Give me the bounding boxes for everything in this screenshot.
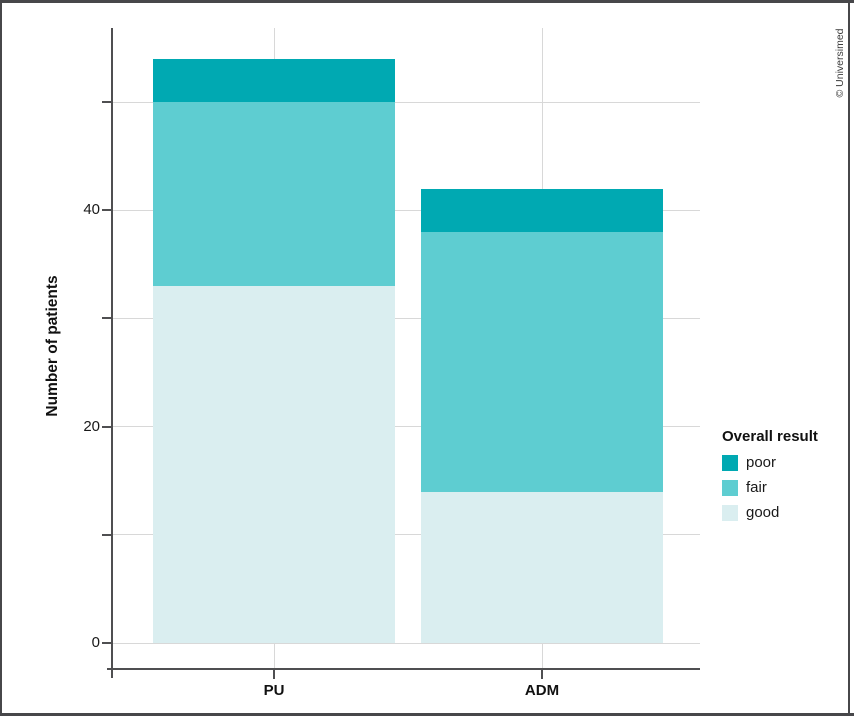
x-category-label: PU — [263, 682, 285, 699]
x-axis-tick — [541, 670, 543, 679]
gridline-horizontal — [113, 101, 700, 103]
frame-border-left — [0, 0, 2, 716]
y-axis-line — [111, 28, 113, 678]
y-axis-tick — [102, 533, 111, 536]
legend-item-fair: fair — [722, 480, 818, 496]
legend-item-good: good — [722, 505, 818, 521]
y-axis-tick — [102, 101, 111, 103]
y-tick-label: 40 — [83, 201, 100, 219]
y-axis-tick — [102, 642, 111, 644]
y-axis-tick — [102, 425, 111, 428]
y-tick-label: 20 — [83, 417, 100, 435]
y-axis-title: Number of patients — [44, 275, 61, 417]
y-axis-tick — [102, 209, 111, 212]
bar-segment-pu-fair — [153, 102, 395, 286]
legend-swatch-fair — [722, 480, 738, 496]
gridline-horizontal — [113, 642, 700, 644]
legend-item-poor: poor — [722, 455, 818, 471]
gridline-horizontal — [113, 534, 700, 536]
y-tick-label: 0 — [91, 634, 100, 651]
bar-segment-pu-poor — [153, 58, 395, 102]
bar-segment-adm-good — [421, 491, 663, 643]
legend-items: poor fair good — [722, 455, 818, 521]
frame-border-right — [848, 0, 850, 716]
copyright-credit: © Universimed — [834, 28, 846, 98]
frame-border-top — [0, 0, 854, 3]
y-axis-tick — [102, 317, 111, 320]
x-axis-line — [107, 668, 700, 670]
legend-label: good — [746, 504, 780, 521]
gridline-horizontal — [113, 426, 700, 428]
bar-segment-adm-poor — [421, 188, 663, 232]
legend-label: fair — [746, 479, 767, 496]
gridline-horizontal — [113, 317, 700, 319]
bar-segment-adm-fair — [421, 231, 663, 492]
legend-swatch-good — [722, 505, 738, 521]
legend-swatch-poor — [722, 455, 738, 471]
legend: Overall result poor fair good — [722, 428, 818, 530]
gridline-horizontal — [113, 209, 700, 211]
legend-title: Overall result — [722, 428, 818, 445]
frame-border-bottom — [0, 713, 854, 716]
legend-label: poor — [746, 454, 777, 471]
bar-segment-pu-good — [153, 285, 395, 643]
x-category-label: ADM — [524, 682, 560, 699]
x-axis-tick — [273, 670, 275, 679]
